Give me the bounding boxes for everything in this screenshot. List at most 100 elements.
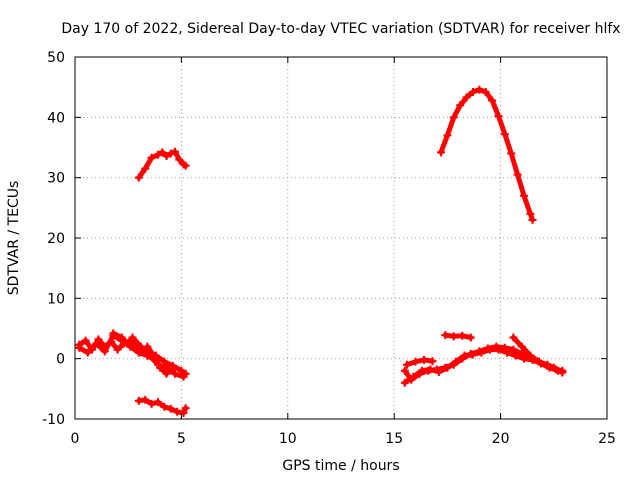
data-point	[162, 151, 171, 160]
data-point	[526, 351, 535, 360]
data-point	[502, 348, 511, 357]
data-point	[475, 85, 484, 94]
data-point	[181, 161, 190, 170]
data-point	[434, 367, 443, 376]
data-point	[179, 372, 188, 381]
data-point	[485, 345, 494, 354]
data-point	[507, 149, 516, 158]
data-point	[126, 342, 135, 351]
data-point	[449, 113, 458, 122]
data-point	[520, 354, 529, 363]
x-axis-label: GPS time / hours	[282, 458, 399, 474]
data-point	[494, 112, 503, 121]
data-point	[451, 357, 460, 366]
data-point	[520, 191, 529, 200]
data-point	[558, 368, 567, 377]
series-layer	[75, 85, 567, 417]
data-point	[443, 131, 452, 140]
data-point	[549, 363, 558, 372]
y-tick-label: -10	[42, 412, 65, 428]
y-tick-label: 40	[47, 110, 65, 126]
data-point	[526, 209, 535, 218]
y-tick-label: 10	[47, 291, 65, 307]
data-point	[417, 366, 426, 375]
data-point	[468, 87, 477, 96]
data-point	[147, 153, 156, 162]
data-point	[113, 345, 122, 354]
series-line-late-cluster-c	[404, 357, 435, 368]
y-axis-label: SDTVAR / TECUs	[6, 181, 22, 296]
data-point	[402, 360, 411, 369]
data-point	[162, 369, 171, 378]
data-point	[411, 357, 420, 366]
x-tick-label: 10	[279, 431, 297, 447]
data-point	[181, 404, 190, 413]
data-point	[543, 360, 552, 369]
data-point	[528, 215, 537, 224]
chart-title: Day 170 of 2022, Sidereal Day-to-day VTE…	[61, 21, 620, 37]
data-point	[153, 150, 162, 159]
data-point	[500, 130, 509, 139]
data-point	[517, 342, 526, 351]
data-point	[81, 336, 90, 345]
y-tick-label: 20	[47, 231, 65, 247]
y-tick-label: 0	[56, 352, 65, 368]
data-point	[83, 348, 92, 357]
data-point	[166, 149, 175, 158]
data-point	[94, 335, 103, 344]
data-point	[468, 350, 477, 359]
tick-layer: 0 5 10 15 20 25 -10 0 10 20 30 40 50	[42, 50, 616, 447]
data-point	[409, 372, 418, 381]
y-tick-label: 50	[47, 50, 65, 66]
data-point	[511, 351, 520, 360]
data-point	[100, 347, 109, 356]
data-point	[128, 333, 137, 342]
data-point	[117, 333, 126, 342]
data-point	[460, 351, 469, 360]
data-point	[534, 357, 543, 366]
data-point	[168, 361, 177, 370]
series-line-early-cluster-e	[144, 344, 169, 377]
data-point	[426, 365, 435, 374]
data-point	[513, 170, 522, 179]
data-point	[477, 348, 486, 357]
data-point	[177, 366, 186, 375]
data-point	[75, 343, 84, 352]
data-point	[134, 396, 143, 405]
data-point	[171, 369, 180, 378]
x-tick-label: 0	[71, 431, 80, 447]
data-point	[458, 331, 467, 340]
data-point	[462, 93, 471, 102]
x-tick-label: 15	[385, 431, 403, 447]
data-point	[509, 333, 518, 342]
series-line-late-short-mid	[442, 332, 474, 341]
data-point	[419, 355, 428, 364]
data-point	[149, 351, 158, 360]
data-point	[437, 148, 446, 157]
data-point	[141, 164, 150, 173]
data-point	[449, 332, 458, 341]
x-tick-label: 5	[177, 431, 186, 447]
data-point	[147, 399, 156, 408]
series-line-late-high-arc	[438, 87, 535, 223]
data-point	[166, 404, 175, 413]
data-point	[141, 395, 150, 404]
data-point	[179, 408, 188, 417]
data-point	[494, 345, 503, 354]
data-point	[134, 347, 143, 356]
data-point	[428, 357, 437, 366]
y-tick-label: 30	[47, 171, 65, 187]
data-point	[143, 342, 152, 351]
data-point	[175, 155, 184, 164]
data-point	[554, 366, 563, 375]
data-point	[400, 378, 409, 387]
data-point	[153, 398, 162, 407]
x-tick-label: 25	[598, 431, 616, 447]
data-point	[173, 407, 182, 416]
data-point	[158, 148, 167, 157]
data-point	[160, 402, 169, 411]
data-point	[488, 96, 497, 105]
data-point	[443, 363, 452, 372]
data-point	[109, 329, 118, 338]
